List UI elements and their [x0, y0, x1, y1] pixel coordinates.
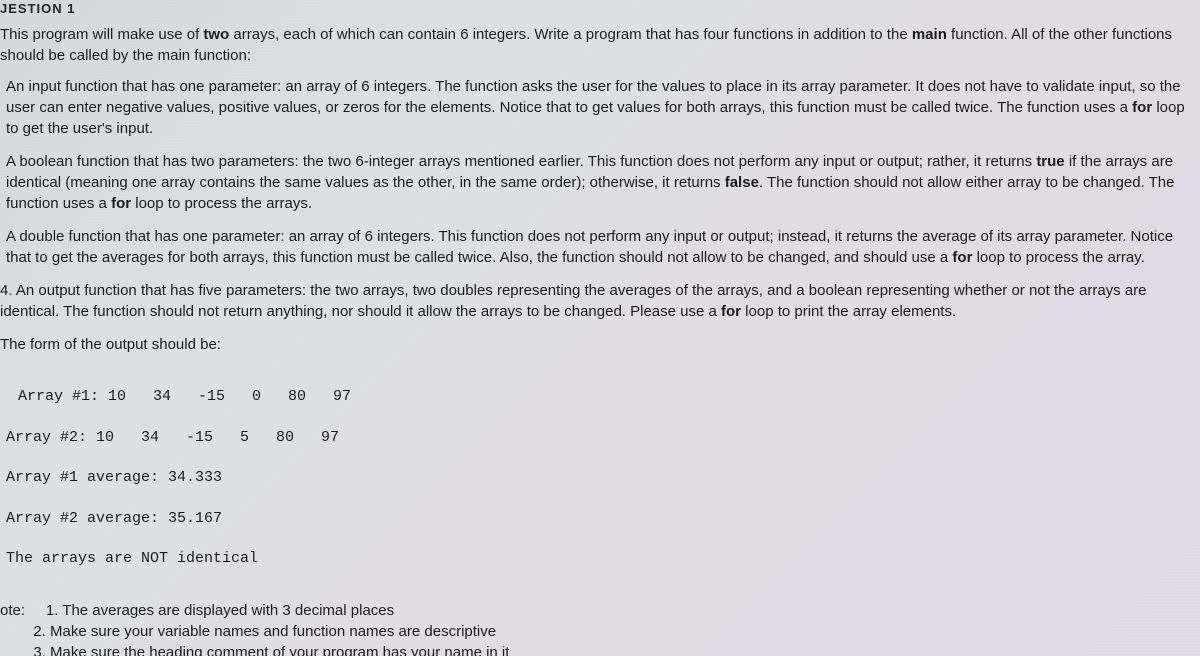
intro-bold-two: two: [203, 26, 229, 43]
intro-bold-main: main: [912, 26, 947, 43]
p2-text-a: A boolean function that has two paramete…: [6, 153, 1036, 170]
paragraph-boolean-function: A boolean function that has two paramete…: [6, 151, 1194, 214]
note-1: 1. The averages are displayed with 3 dec…: [46, 602, 394, 619]
p1-text-a: An input function that has one parameter…: [6, 78, 1181, 116]
note-label: ote:: [0, 602, 25, 619]
intro-text-1: This program will make use of: [0, 26, 203, 43]
p2-true: true: [1036, 153, 1064, 170]
sample-output-line: Array #2 average: 35.167: [6, 509, 1194, 529]
p3-for: for: [952, 249, 972, 266]
intro-paragraph: This program will make use of two arrays…: [0, 24, 1194, 66]
p2-for: for: [111, 195, 131, 212]
p2-text-d: loop to process the arrays.: [131, 195, 312, 212]
sample-output-line: Array #1 average: 34.333: [6, 468, 1194, 488]
sample-output-line: Array #1: 10 34 -15 0 80 97: [18, 387, 1194, 407]
sample-output-line: The arrays are NOT identical: [6, 549, 1194, 569]
paragraph-input-function: An input function that has one parameter…: [6, 76, 1194, 139]
note-3: 3. Make sure the heading comment of your…: [33, 644, 509, 656]
question-heading: JESTION 1: [0, 0, 1194, 18]
p3-text-b: loop to process the array.: [972, 249, 1144, 266]
p1-for: for: [1132, 99, 1152, 116]
intro-text-2: arrays, each of which can contain 6 inte…: [229, 26, 912, 43]
notes-block: ote: 1. The averages are displayed with …: [0, 600, 1194, 656]
p4-for: for: [721, 303, 741, 320]
paragraph-double-function: A double function that has one parameter…: [6, 226, 1194, 268]
note-2: 2. Make sure your variable names and fun…: [33, 623, 496, 640]
output-form-label: The form of the output should be:: [0, 334, 1194, 355]
p4-text-b: loop to print the array elements.: [741, 303, 956, 320]
sample-output-line: Array #2: 10 34 -15 5 80 97: [6, 428, 1194, 448]
p2-false: false: [725, 174, 759, 191]
sample-output-block: Array #1: 10 34 -15 0 80 97 Array #2: 10…: [18, 367, 1194, 590]
paragraph-output-function: 4. An output function that has five para…: [0, 280, 1194, 322]
p4-text-a: 4. An output function that has five para…: [0, 282, 1147, 320]
